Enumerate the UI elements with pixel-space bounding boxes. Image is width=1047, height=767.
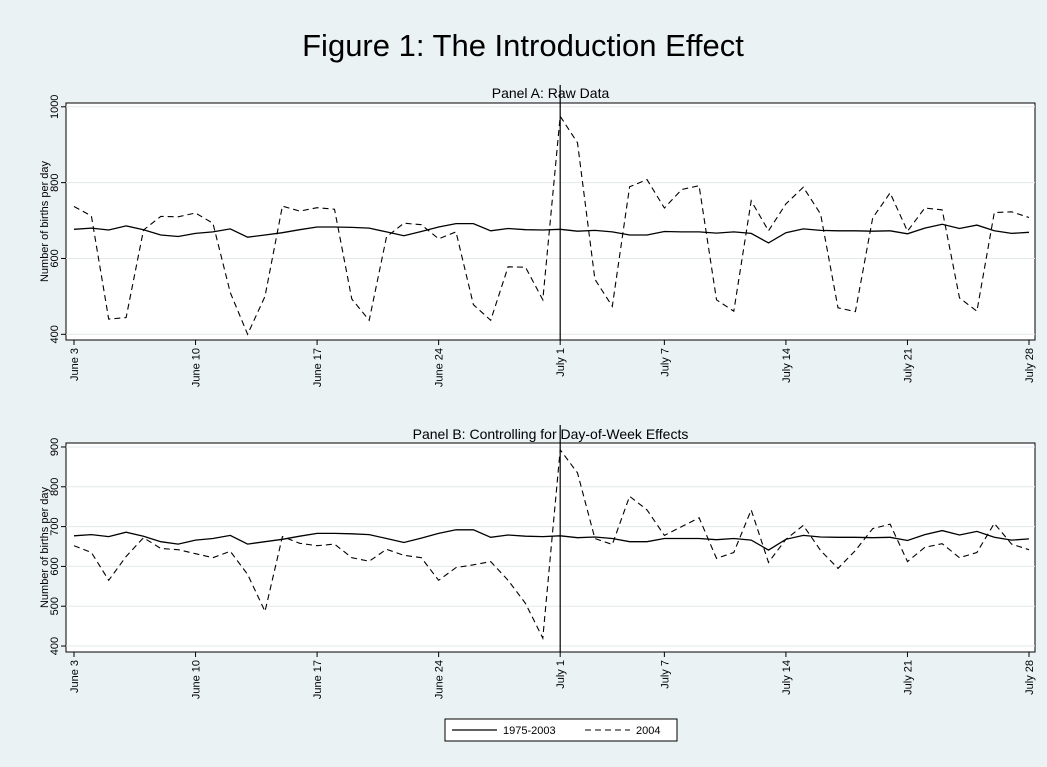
series-line-2004 [73, 448, 1030, 641]
x-tick-label: June 10 [191, 660, 203, 699]
y-tick-label: 1000 [49, 95, 61, 119]
y-tick-label: 800 [49, 173, 61, 191]
y-tick-label: 600 [49, 249, 61, 267]
x-tick-label: July 7 [659, 660, 671, 689]
y-tick-label: 400 [49, 637, 61, 655]
x-tick-label: June 17 [312, 348, 324, 387]
legend: 1975-2003 2004 [444, 718, 678, 742]
chart-panels: 400 600 800 1000 June 3 June 10 June 17 June 24… [39, 85, 1036, 699]
x-tick-label: July 28 [1024, 348, 1036, 383]
y-tick-label: 600 [49, 557, 61, 575]
plot-area [65, 442, 1036, 653]
x-tick-label: July 1 [555, 660, 567, 689]
x-tick-label: July 7 [659, 348, 671, 377]
panel-title: Panel A: Raw Data [492, 85, 610, 101]
figure-title: Figure 1: The Introduction Effect [302, 28, 744, 63]
x-tick-label: July 21 [902, 348, 914, 383]
x-tick-label: June 17 [312, 660, 324, 699]
series-line-2004 [73, 114, 1030, 336]
x-tick-label: July 28 [1024, 660, 1036, 695]
legend-label-1975-2003: 1975-2003 [503, 725, 556, 737]
x-tick-label: June 10 [191, 348, 203, 387]
y-axis-label: Number of births per day [39, 486, 51, 608]
y-axis-label: Number of births per day [39, 160, 51, 282]
y-tick-label: 400 [49, 325, 61, 343]
y-tick-label: 700 [49, 517, 61, 535]
y-tick-label: 800 [49, 478, 61, 496]
panel-title: Panel B: Controlling for Day-of-Week Eff… [413, 426, 689, 442]
x-tick-label: June 24 [434, 348, 446, 387]
legend-box [444, 718, 678, 742]
series-line-1975-2003 [73, 529, 1030, 551]
x-tick-label: July 14 [781, 348, 793, 383]
panel-a: 400 600 800 1000 June 3 June 10 June 17 June 24… [39, 85, 1036, 387]
x-tick-label: July 14 [781, 660, 793, 695]
y-tick-label: 500 [49, 597, 61, 615]
x-tick-label: July 21 [902, 660, 914, 695]
x-tick-label: June 24 [434, 660, 446, 699]
y-tick-label: 900 [49, 438, 61, 456]
legend-label-2004: 2004 [636, 725, 660, 737]
x-tick-label: June 3 [69, 348, 81, 381]
panel-b: 400 500 600 700 800 900 June 3 June 10 June 17 Ju… [39, 425, 1036, 699]
x-tick-label: June 3 [69, 660, 81, 693]
x-tick-label: July 1 [555, 348, 567, 377]
